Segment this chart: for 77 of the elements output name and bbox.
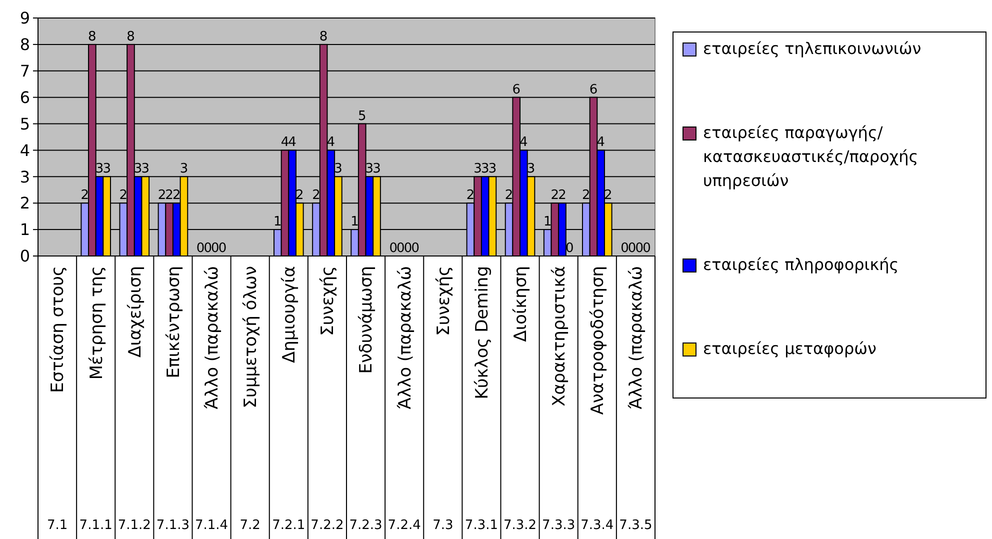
- data-label: 8: [88, 29, 96, 44]
- y-tick-label: 5: [20, 114, 30, 134]
- data-label: 3: [488, 162, 497, 177]
- data-label: 2: [172, 188, 181, 204]
- data-label: 0: [628, 241, 636, 256]
- data-label: 3: [102, 162, 111, 177]
- data-label: 6: [589, 82, 598, 98]
- category-label: Άλλο (παρακαλώ 7.2.4: [388, 266, 421, 533]
- legend-label: εταιρείες πληροφορικής: [703, 255, 899, 274]
- y-tick-label: 0: [20, 246, 30, 266]
- data-label: 0: [642, 241, 651, 256]
- data-label: 1: [274, 214, 282, 230]
- data-label: 2: [80, 188, 89, 204]
- category-label: Διαχείριση 7.1.2: [118, 266, 151, 533]
- data-label: 2: [582, 188, 590, 204]
- data-label: 0: [389, 241, 398, 256]
- data-label: 0: [635, 241, 644, 256]
- data-label: 0: [620, 241, 629, 256]
- data-label: 0: [196, 241, 205, 256]
- category-label: Επικέντρωση 7.1.3: [156, 266, 190, 533]
- data-label: 2: [158, 188, 166, 204]
- category-label: Συνεχής 7.3: [432, 266, 454, 533]
- category-label: Συμμετοχή όλων 7.2: [240, 266, 262, 533]
- category-label: Κύκλος Deming 7.3.1: [464, 266, 498, 533]
- data-label: 2: [504, 188, 514, 204]
- category-label: Άλλο (παρακαλώ 7.1.4: [194, 266, 228, 533]
- category-label: Διοίκηση 7.3.2: [503, 266, 537, 533]
- category-label: Εστίαση στους 7.1: [46, 266, 68, 533]
- data-label: 2: [312, 188, 320, 204]
- legend-label: εταιρείες τηλεπικοινωνιών: [703, 39, 922, 58]
- data-label: 3: [480, 162, 490, 177]
- data-label: 3: [141, 162, 150, 177]
- data-label: 2: [165, 188, 174, 204]
- y-tick-label: 1: [20, 220, 30, 240]
- data-label: 5: [358, 108, 366, 124]
- data-label: 2: [119, 188, 128, 204]
- y-tick-label: 6: [20, 88, 30, 107]
- category-label: Άλλο (παρακαλώ 7.3.5: [619, 266, 652, 533]
- data-label: 8: [126, 29, 135, 44]
- data-label: 2: [558, 188, 566, 204]
- category-label: Δημιουργία 7.2.1: [272, 266, 306, 533]
- data-label: 4: [596, 135, 605, 150]
- y-tick-label: 9: [20, 8, 30, 28]
- data-label: 2: [466, 188, 475, 204]
- category-label: Συνεχής 7.2.2: [310, 266, 344, 533]
- data-label: 4: [280, 135, 290, 150]
- data-label: 2: [296, 188, 304, 204]
- data-label: 3: [180, 162, 188, 177]
- data-label: 8: [319, 29, 328, 44]
- data-label: 1: [350, 214, 359, 230]
- data-label: 0: [411, 241, 420, 256]
- category-label: Ανατροφοδότηση 7.3.4: [580, 266, 614, 533]
- data-label: 4: [288, 135, 296, 150]
- category-label: Ενδυνάμωση 7.2.3: [349, 266, 382, 533]
- y-tick-label: 2: [20, 194, 30, 213]
- legend-label: εταιρείες παραγωγής/κατασκευαστικές/παροχής υπηρεσιών: [703, 123, 918, 190]
- category-label: Μέτρηση της 7.1.1: [79, 266, 112, 533]
- data-label: 3: [334, 162, 342, 177]
- data-label: 3: [474, 162, 482, 177]
- data-label: 2: [550, 188, 560, 204]
- data-label: 0: [218, 241, 227, 256]
- data-label: 2: [604, 188, 612, 204]
- y-tick-label: 8: [20, 35, 30, 54]
- y-tick-label: 3: [20, 167, 30, 186]
- legend-label: εταιρείες μεταφορών: [703, 339, 876, 358]
- category-label: Χαρακτηριστικά 7.3.3: [542, 266, 576, 533]
- data-label: 4: [520, 135, 528, 150]
- y-tick-label: 4: [20, 140, 30, 160]
- data-label: 0: [204, 241, 212, 256]
- data-label: 0: [404, 241, 412, 256]
- data-label: 1: [543, 214, 552, 230]
- data-label: 3: [372, 162, 381, 177]
- y-tick-label: 7: [20, 61, 30, 80]
- data-label: 0: [211, 241, 220, 256]
- data-label: 0: [396, 241, 405, 256]
- data-label: 6: [512, 82, 521, 98]
- data-label: 4: [326, 135, 336, 150]
